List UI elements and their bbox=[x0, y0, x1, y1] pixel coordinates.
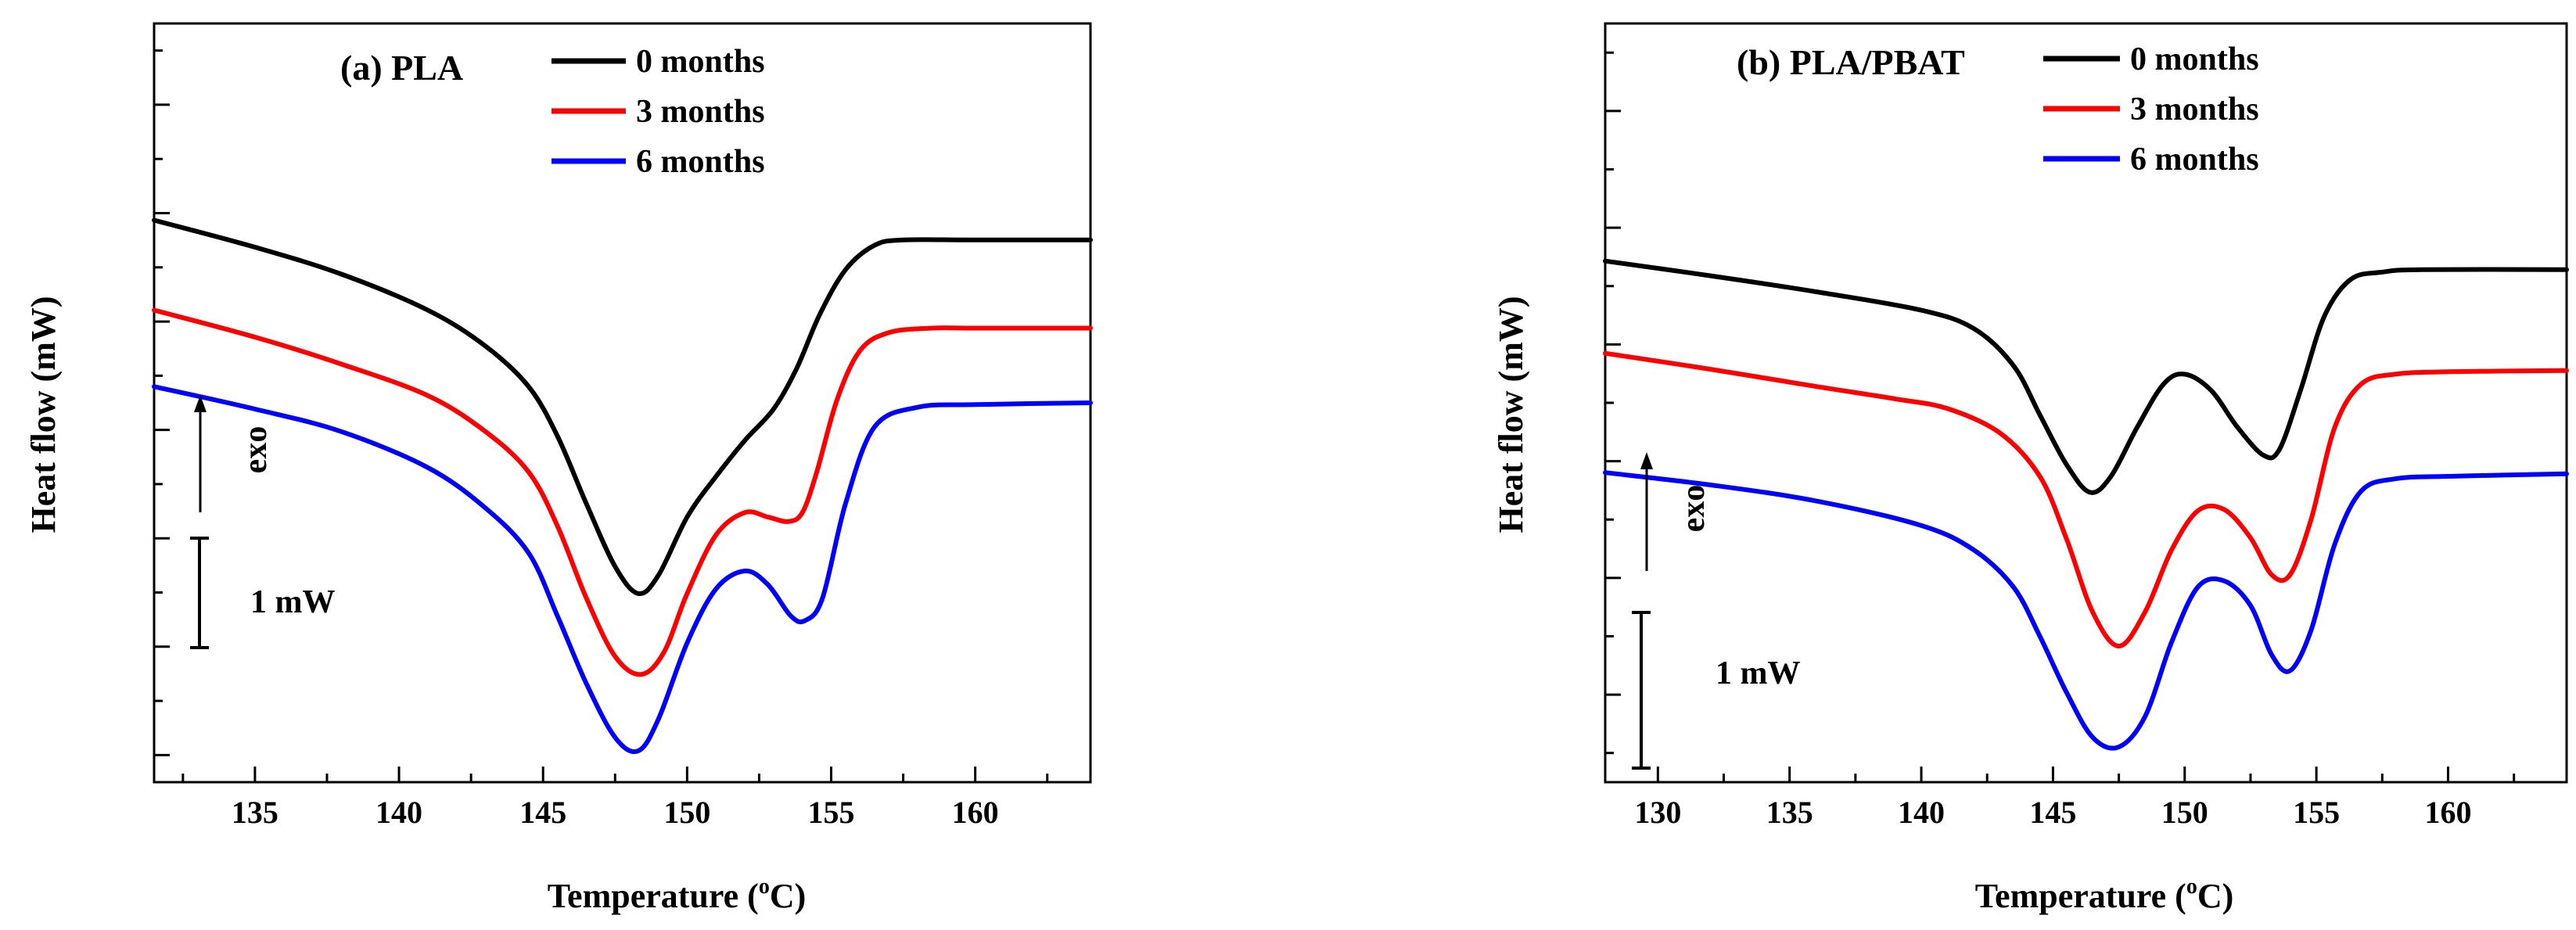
legend-label-2: 3 months bbox=[2130, 92, 2259, 127]
x-tick-label: 150 bbox=[2161, 795, 2208, 830]
x-axis-title: Temperature (oC) bbox=[1975, 874, 2234, 915]
series-line-3 bbox=[1603, 470, 2569, 751]
y-axis-title: Heat flow (mW) bbox=[1492, 296, 1530, 533]
x-tick-label: 145 bbox=[2029, 795, 2076, 830]
legend-label-3: 6 months bbox=[636, 144, 765, 180]
x-tick-label: 150 bbox=[663, 795, 710, 830]
x-axis-title-unit: C) bbox=[2197, 877, 2233, 915]
series-line-3 bbox=[152, 384, 1093, 754]
x-tick-label: 135 bbox=[1766, 795, 1813, 830]
series-line-1 bbox=[152, 217, 1093, 597]
x-axis-title-sup: o bbox=[759, 874, 770, 899]
x-axis-title: Temperature (oC) bbox=[548, 874, 807, 915]
y-axis-title: Heat flow (mW) bbox=[24, 296, 63, 533]
x-axis-title-main: Temperature ( bbox=[1975, 877, 2186, 915]
legend-label-3: 6 months bbox=[2130, 142, 2259, 178]
x-tick-label: 160 bbox=[952, 795, 999, 830]
scale-bar-label: 1 mW bbox=[250, 584, 336, 620]
x-tick-label: 140 bbox=[1898, 795, 1945, 830]
legend-label-1: 0 months bbox=[2130, 41, 2259, 77]
x-tick-label: 130 bbox=[1634, 795, 1681, 830]
series-line-1 bbox=[1603, 258, 2569, 495]
legend-label-2: 3 months bbox=[636, 94, 765, 130]
x-tick-label: 155 bbox=[808, 795, 855, 830]
x-tick-label: 155 bbox=[2293, 795, 2340, 830]
x-tick-label: 160 bbox=[2424, 795, 2471, 830]
exo-arrow-head bbox=[194, 395, 207, 412]
series-line-2 bbox=[152, 307, 1093, 677]
exo-label: exo bbox=[1676, 485, 1712, 533]
panel-title: (a) PLA bbox=[340, 48, 463, 88]
scale-bar-label: 1 mW bbox=[1716, 655, 1801, 691]
chart-panel-1: 135 140 145 150 155 160 (a) PLA 0 months 3 month… bbox=[24, 22, 1093, 915]
exo-label: exo bbox=[238, 426, 274, 474]
x-axis-title-sup: o bbox=[2186, 874, 2197, 899]
panel-title: (b) PLA/PBAT bbox=[1737, 42, 1965, 82]
x-axis-title-unit: C) bbox=[770, 877, 806, 915]
x-axis-title-main: Temperature ( bbox=[548, 877, 759, 915]
exo-arrow-head bbox=[1640, 452, 1653, 469]
chart-panel-2: 130 135 140 145 150 155 160 (b) PLA/PBAT 0 month… bbox=[1492, 22, 2569, 915]
series-line-2 bbox=[1603, 350, 2569, 648]
x-tick-label: 140 bbox=[375, 795, 422, 830]
x-tick-label: 145 bbox=[519, 795, 566, 830]
legend-label-1: 0 months bbox=[636, 44, 765, 80]
x-tick-label: 135 bbox=[232, 795, 278, 830]
